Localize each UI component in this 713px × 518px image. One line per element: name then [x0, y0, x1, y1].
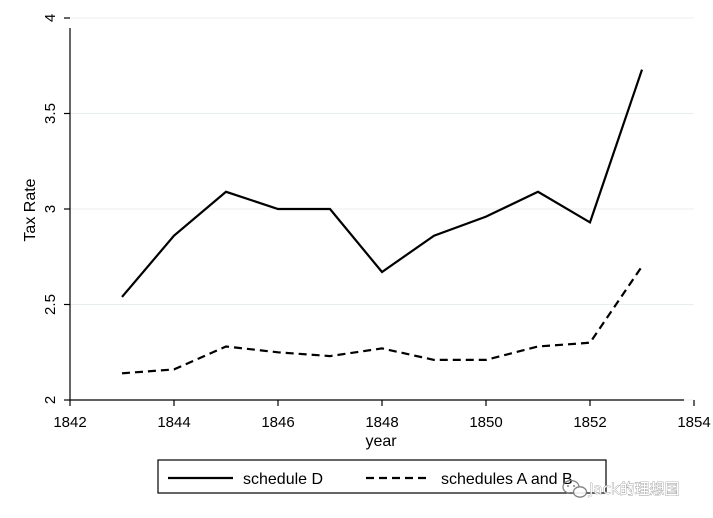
x-tick-label: 1848 [365, 414, 398, 431]
legend-label-schedules-a-and-b: schedules A and B [441, 471, 573, 488]
watermark-text: Jack的理想国 [588, 480, 680, 498]
series-line-schedules-a-and-b [121, 265, 643, 375]
x-tick-label: 1844 [157, 414, 190, 431]
y-tick-label: 2 [42, 396, 59, 404]
x-tick-label: 1850 [469, 414, 502, 431]
x-tick-label: 1852 [573, 414, 606, 431]
watermark: Jack的理想国 [562, 479, 680, 498]
series-lines [121, 69, 644, 375]
y-tick-label: 4 [42, 14, 59, 22]
y-axis-title: Tax Rate [22, 178, 39, 241]
axes [69, 28, 684, 401]
legend: schedule D schedules A and B [157, 459, 607, 494]
y-tick-label: 2.5 [42, 294, 59, 315]
x-axis-ticks: 1842 1844 1846 1848 1850 1852 1854 [53, 400, 711, 431]
x-axis-title: year [365, 433, 397, 450]
y-axis-ticks: 2 2.5 3 3.5 4 [42, 14, 70, 404]
wechat-icon [562, 479, 588, 498]
legend-box [157, 459, 607, 494]
legend-label-schedule-d: schedule D [243, 471, 323, 488]
x-tick-label: 1842 [53, 414, 86, 431]
y-tick-label: 3.5 [42, 103, 59, 124]
grid-lines [70, 17, 694, 401]
y-tick-label: 3 [42, 205, 59, 213]
series-line-schedule-d [121, 69, 644, 298]
x-tick-label: 1854 [677, 414, 710, 431]
x-tick-label: 1846 [261, 414, 294, 431]
